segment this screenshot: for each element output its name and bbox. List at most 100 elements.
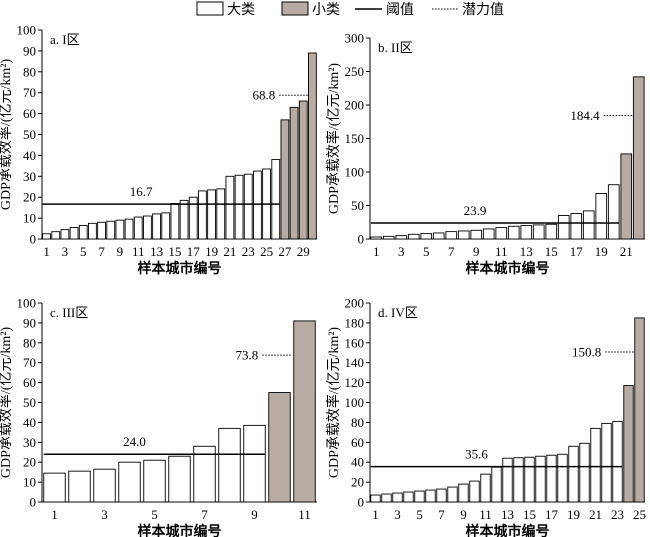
y-tick-label: 70 xyxy=(23,85,36,100)
y-tick-label: 60 xyxy=(351,435,364,450)
bar xyxy=(414,490,425,503)
bar xyxy=(601,422,612,503)
y-tick-label: 0 xyxy=(30,495,37,510)
bar xyxy=(582,210,595,240)
bar xyxy=(557,215,570,240)
bar xyxy=(293,320,316,503)
y-tick-label: 20 xyxy=(23,190,36,205)
threshold-label: 16.7 xyxy=(130,184,153,199)
bar xyxy=(168,455,191,503)
y-tick-label: 0 xyxy=(358,232,365,247)
x-tick-label: 13 xyxy=(520,244,533,259)
x-tick-label: 9 xyxy=(117,244,124,259)
x-tick-label: 11 xyxy=(479,507,492,522)
legend-large-label: 大类 xyxy=(227,2,255,18)
x-tick-label: 11 xyxy=(132,244,145,259)
bar xyxy=(458,483,469,503)
x-tick-label: 5 xyxy=(80,244,87,259)
y-tick-label: 40 xyxy=(351,455,364,470)
y-tick-label: 100 xyxy=(17,23,37,38)
y-tick-label: 140 xyxy=(345,355,365,370)
y-tick-label: 40 xyxy=(23,148,36,163)
x-tick-label: 3 xyxy=(62,244,69,259)
bar xyxy=(557,453,568,503)
bar xyxy=(118,461,141,503)
bar xyxy=(69,227,79,240)
y-axis-title: GDP承载效率/(亿元/km²) xyxy=(0,327,14,479)
x-tick-label: 25 xyxy=(260,244,273,259)
y-tick-label: 250 xyxy=(345,64,365,79)
legend: 大类 小类 阈值 潜力值 xyxy=(196,1,504,18)
y-tick-label: 70 xyxy=(23,355,36,370)
bar xyxy=(420,233,433,240)
bar xyxy=(425,489,436,503)
bar xyxy=(68,470,91,503)
x-tick-label: 21 xyxy=(223,244,236,259)
y-tick-label: 50 xyxy=(23,127,36,142)
y-tick-label: 60 xyxy=(23,375,36,390)
x-tick-label: 19 xyxy=(567,507,580,522)
bar xyxy=(436,488,447,503)
x-axis-title: 样本城市编号 xyxy=(466,523,550,537)
y-tick-label: 90 xyxy=(23,315,36,330)
potential-label: 73.8 xyxy=(236,348,259,363)
bar xyxy=(432,232,445,240)
x-tick-label: 9 xyxy=(460,507,467,522)
y-tick-label: 200 xyxy=(345,98,365,113)
bar xyxy=(152,213,161,240)
x-tick-label: 23 xyxy=(611,507,624,522)
y-tick-label: 20 xyxy=(351,475,364,490)
x-tick-label: 5 xyxy=(151,507,158,522)
bar xyxy=(243,424,266,503)
y-tick-label: 80 xyxy=(23,335,36,350)
x-tick-label: 15 xyxy=(168,244,181,259)
y-tick-label: 100 xyxy=(345,395,365,410)
bar xyxy=(234,174,244,240)
bar xyxy=(280,119,290,240)
x-tick-label: 21 xyxy=(620,244,633,259)
y-axis-title: GDP承载效率/(亿元/km²) xyxy=(0,59,14,211)
threshold-label: 23.9 xyxy=(464,203,487,218)
bar xyxy=(570,213,583,240)
bar xyxy=(43,472,66,503)
bar xyxy=(179,199,189,240)
bar xyxy=(133,216,143,240)
bar xyxy=(535,455,546,503)
bar xyxy=(546,454,557,503)
x-tick-label: 17 xyxy=(570,244,584,259)
bar xyxy=(520,225,533,240)
chart-panel-3: 0 10 20 30 40 50 60 70 80 90 100 1 3 5 7 9 11 24.0 73.8 c. … xyxy=(0,296,317,537)
bar xyxy=(216,188,226,240)
y-tick-label: 50 xyxy=(23,395,36,410)
y-axis-title: GDP承载效率/(亿元/km²) xyxy=(325,327,342,479)
bar xyxy=(115,219,125,240)
x-tick-label: 9 xyxy=(473,244,480,259)
y-tick-label: 0 xyxy=(358,495,365,510)
bar xyxy=(568,445,579,503)
bar xyxy=(225,175,235,240)
y-tick-label: 200 xyxy=(345,296,365,311)
bar xyxy=(491,466,502,503)
bar xyxy=(595,192,608,240)
bar xyxy=(218,427,241,503)
y-tick-label: 30 xyxy=(23,435,36,450)
bar xyxy=(289,106,299,240)
bar xyxy=(392,492,403,503)
bar xyxy=(88,222,97,240)
y-tick-label: 60 xyxy=(23,106,36,121)
y-tick-label: 100 xyxy=(17,296,37,311)
bar xyxy=(106,220,116,240)
legend-threshold-label: 阈值 xyxy=(386,2,414,18)
x-tick-label: 17 xyxy=(187,244,201,259)
threshold-label: 24.0 xyxy=(123,434,146,449)
bar xyxy=(188,196,198,240)
bar xyxy=(623,385,634,503)
bar xyxy=(170,203,180,240)
bar xyxy=(407,233,420,240)
x-tick-label: 5 xyxy=(423,244,430,259)
x-tick-label: 17 xyxy=(545,507,559,522)
bar xyxy=(579,442,590,503)
legend-large-swatch xyxy=(196,1,224,16)
